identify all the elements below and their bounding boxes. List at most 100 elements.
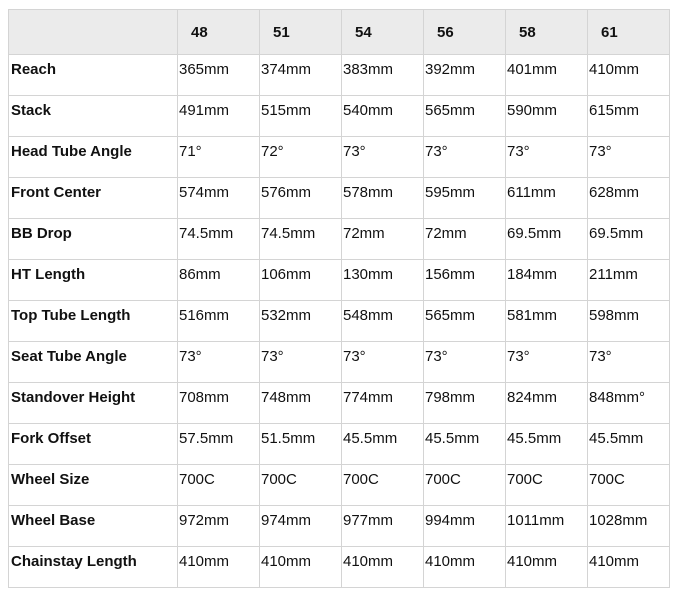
- table-cell: 57.5mm: [177, 423, 260, 465]
- table-cell: 977mm: [341, 505, 424, 547]
- row-label: Top Tube Length: [8, 300, 178, 342]
- table-cell: 565mm: [423, 95, 506, 137]
- table-cell: 798mm: [423, 382, 506, 424]
- table-cell: 383mm: [341, 54, 424, 96]
- table-row: Stack 491mm 515mm 540mm 565mm 590mm 615mm: [8, 95, 670, 137]
- table-cell: 73°: [259, 341, 342, 383]
- table-cell: 974mm: [259, 505, 342, 547]
- table-cell: 548mm: [341, 300, 424, 342]
- table-cell: 410mm: [341, 546, 424, 588]
- table-cell: 73°: [587, 136, 670, 178]
- table-cell: 515mm: [259, 95, 342, 137]
- table-row: Wheel Size 700C 700C 700C 700C 700C 700C: [8, 464, 670, 506]
- table-cell: 972mm: [177, 505, 260, 547]
- row-label: Wheel Size: [8, 464, 178, 506]
- table-cell: 73°: [505, 341, 588, 383]
- table-cell: 824mm: [505, 382, 588, 424]
- size-header-58: 58: [505, 9, 588, 55]
- table-cell: 748mm: [259, 382, 342, 424]
- table-row: HT Length 86mm 106mm 130mm 156mm 184mm 211mm: [8, 259, 670, 301]
- table-cell: 848mm°: [587, 382, 670, 424]
- table-row: Wheel Base 972mm 974mm 977mm 994mm 1011mm 1028…: [8, 505, 670, 547]
- table-cell: 73°: [341, 136, 424, 178]
- table-cell: 578mm: [341, 177, 424, 219]
- table-cell: 73°: [423, 136, 506, 178]
- table-row: Seat Tube Angle 73° 73° 73° 73° 73° 73°: [8, 341, 670, 383]
- size-header-48: 48: [177, 9, 260, 55]
- table-cell: 184mm: [505, 259, 588, 301]
- table-cell: 211mm: [587, 259, 670, 301]
- table-cell: 574mm: [177, 177, 260, 219]
- table-cell: 130mm: [341, 259, 424, 301]
- table-row: Standover Height 708mm 748mm 774mm 798mm 824m…: [8, 382, 670, 424]
- table-row: Reach 365mm 374mm 383mm 392mm 401mm 410mm: [8, 54, 670, 96]
- table-cell: 73°: [177, 341, 260, 383]
- table-cell: 410mm: [423, 546, 506, 588]
- row-label: Stack: [8, 95, 178, 137]
- table-cell: 700C: [259, 464, 342, 506]
- table-cell: 615mm: [587, 95, 670, 137]
- row-label: Standover Height: [8, 382, 178, 424]
- table-cell: 576mm: [259, 177, 342, 219]
- table-cell: 51.5mm: [259, 423, 342, 465]
- table-cell: 700C: [587, 464, 670, 506]
- header-corner: [8, 9, 178, 55]
- table-row: Front Center 574mm 576mm 578mm 595mm 611mm 628…: [8, 177, 670, 219]
- table-cell: 69.5mm: [505, 218, 588, 260]
- table-cell: 45.5mm: [505, 423, 588, 465]
- table-row: Head Tube Angle 71° 72° 73° 73° 73° 73°: [8, 136, 670, 178]
- table-cell: 374mm: [259, 54, 342, 96]
- row-label: Fork Offset: [8, 423, 178, 465]
- table-row: Fork Offset 57.5mm 51.5mm 45.5mm 45.5mm 45.5m…: [8, 423, 670, 465]
- row-label: Seat Tube Angle: [8, 341, 178, 383]
- table-cell: 1028mm: [587, 505, 670, 547]
- table-cell: 700C: [505, 464, 588, 506]
- table-cell: 45.5mm: [341, 423, 424, 465]
- table-cell: 994mm: [423, 505, 506, 547]
- table-cell: 410mm: [587, 54, 670, 96]
- table-cell: 73°: [341, 341, 424, 383]
- table-cell: 74.5mm: [259, 218, 342, 260]
- table-cell: 106mm: [259, 259, 342, 301]
- table-cell: 700C: [423, 464, 506, 506]
- table-cell: 565mm: [423, 300, 506, 342]
- table-cell: 590mm: [505, 95, 588, 137]
- geometry-table: 48 51 54 56 58 61 Reach 365mm 374mm 383mm 392mm 40…: [8, 9, 670, 588]
- table-cell: 540mm: [341, 95, 424, 137]
- table-cell: 628mm: [587, 177, 670, 219]
- table-row: Top Tube Length 516mm 532mm 548mm 565mm 581mm…: [8, 300, 670, 342]
- table-cell: 410mm: [259, 546, 342, 588]
- row-label: BB Drop: [8, 218, 178, 260]
- size-header-54: 54: [341, 9, 424, 55]
- table-row: BB Drop 74.5mm 74.5mm 72mm 72mm 69.5mm 69.5mm: [8, 218, 670, 260]
- row-label: Chainstay Length: [8, 546, 178, 588]
- table-cell: 700C: [341, 464, 424, 506]
- table-cell: 598mm: [587, 300, 670, 342]
- row-label: Reach: [8, 54, 178, 96]
- table-cell: 72°: [259, 136, 342, 178]
- table-cell: 73°: [423, 341, 506, 383]
- table-cell: 611mm: [505, 177, 588, 219]
- table-cell: 73°: [587, 341, 670, 383]
- row-label: Head Tube Angle: [8, 136, 178, 178]
- table-cell: 410mm: [505, 546, 588, 588]
- table-cell: 72mm: [341, 218, 424, 260]
- table-cell: 708mm: [177, 382, 260, 424]
- size-header-51: 51: [259, 9, 342, 55]
- table-cell: 1011mm: [505, 505, 588, 547]
- table-cell: 774mm: [341, 382, 424, 424]
- table-cell: 69.5mm: [587, 218, 670, 260]
- table-cell: 700C: [177, 464, 260, 506]
- header-row: 48 51 54 56 58 61: [8, 9, 670, 55]
- size-header-61: 61: [587, 9, 670, 55]
- table-cell: 72mm: [423, 218, 506, 260]
- table-cell: 365mm: [177, 54, 260, 96]
- table-cell: 532mm: [259, 300, 342, 342]
- size-header-56: 56: [423, 9, 506, 55]
- table-cell: 410mm: [587, 546, 670, 588]
- table-cell: 156mm: [423, 259, 506, 301]
- table-cell: 45.5mm: [587, 423, 670, 465]
- table-cell: 581mm: [505, 300, 588, 342]
- table-cell: 410mm: [177, 546, 260, 588]
- table-cell: 392mm: [423, 54, 506, 96]
